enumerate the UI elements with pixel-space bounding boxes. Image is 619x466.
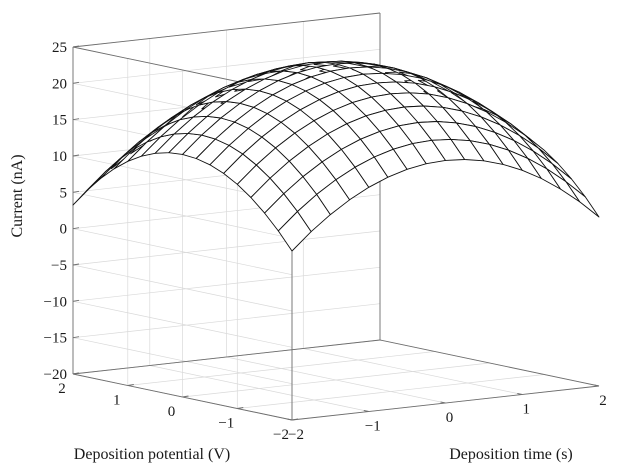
z-tick-mark xyxy=(72,227,80,230)
z-tick-label: −5 xyxy=(51,258,67,274)
x-tick-mark xyxy=(363,410,369,412)
x-tick-label: −2 xyxy=(288,427,304,443)
z-tick-label: 15 xyxy=(52,113,67,129)
z-tick-label: −15 xyxy=(44,331,67,347)
x-axis-label: Deposition time (s) xyxy=(449,446,573,463)
x-tick-label: 2 xyxy=(599,393,607,409)
x-tick-mark xyxy=(517,393,523,395)
y-tick-mark xyxy=(127,384,134,386)
axes-frame-edge xyxy=(379,339,600,387)
z-tick-mark xyxy=(72,190,80,193)
y-tick-mark xyxy=(182,395,189,398)
z-tick-label: 0 xyxy=(60,222,68,238)
y-tick-label: −1 xyxy=(218,416,234,432)
grid-line xyxy=(182,362,490,398)
y-tick-label: 2 xyxy=(58,381,66,397)
y-tick-label: 0 xyxy=(168,404,176,420)
x-tick-mark xyxy=(286,418,293,421)
y-tick-label: −2 xyxy=(273,427,289,443)
z-tick-mark xyxy=(72,118,80,121)
x-tick-mark xyxy=(440,401,446,404)
y-tick-mark xyxy=(72,372,80,375)
x-tick-mark xyxy=(593,384,600,387)
z-axis-label: Current (nA) xyxy=(9,154,26,237)
grid-line xyxy=(237,374,545,409)
surface-cell xyxy=(565,181,600,218)
y-tick-label: 1 xyxy=(113,393,121,409)
y-tick-mark xyxy=(291,418,299,421)
z-tick-mark xyxy=(72,263,80,266)
y-axis-label: Deposition potential (V) xyxy=(74,446,230,463)
z-tick-label: 10 xyxy=(52,149,67,165)
z-tick-label: 5 xyxy=(60,185,68,201)
z-tick-mark xyxy=(72,45,80,48)
y-axis-ticks: 2 1 0 −1 −2 xyxy=(58,372,299,443)
z-tick-mark xyxy=(72,81,80,84)
z-tick-mark xyxy=(72,299,80,302)
z-tick-label: −10 xyxy=(44,294,67,310)
z-tick-label: 20 xyxy=(52,76,67,92)
y-tick-mark xyxy=(237,407,244,409)
z-tick-label: 25 xyxy=(52,40,67,56)
z-tick-mark xyxy=(72,336,80,339)
z-tick-mark xyxy=(72,154,80,157)
x-axis-ticks: −2 −1 0 1 2 xyxy=(286,384,607,443)
axes-frame-edge xyxy=(72,12,381,48)
z-tick-label: −20 xyxy=(44,367,67,383)
x-tick-label: −1 xyxy=(365,419,381,435)
x-tick-label: 1 xyxy=(523,402,531,418)
axes-frame-edge xyxy=(72,339,381,375)
x-tick-label: 0 xyxy=(446,410,454,426)
surface-mesh xyxy=(72,60,600,252)
grid-line xyxy=(127,351,435,386)
z-axis-ticks: 25 20 15 10 5 0 −5 −10 −15 −20 xyxy=(44,40,80,383)
